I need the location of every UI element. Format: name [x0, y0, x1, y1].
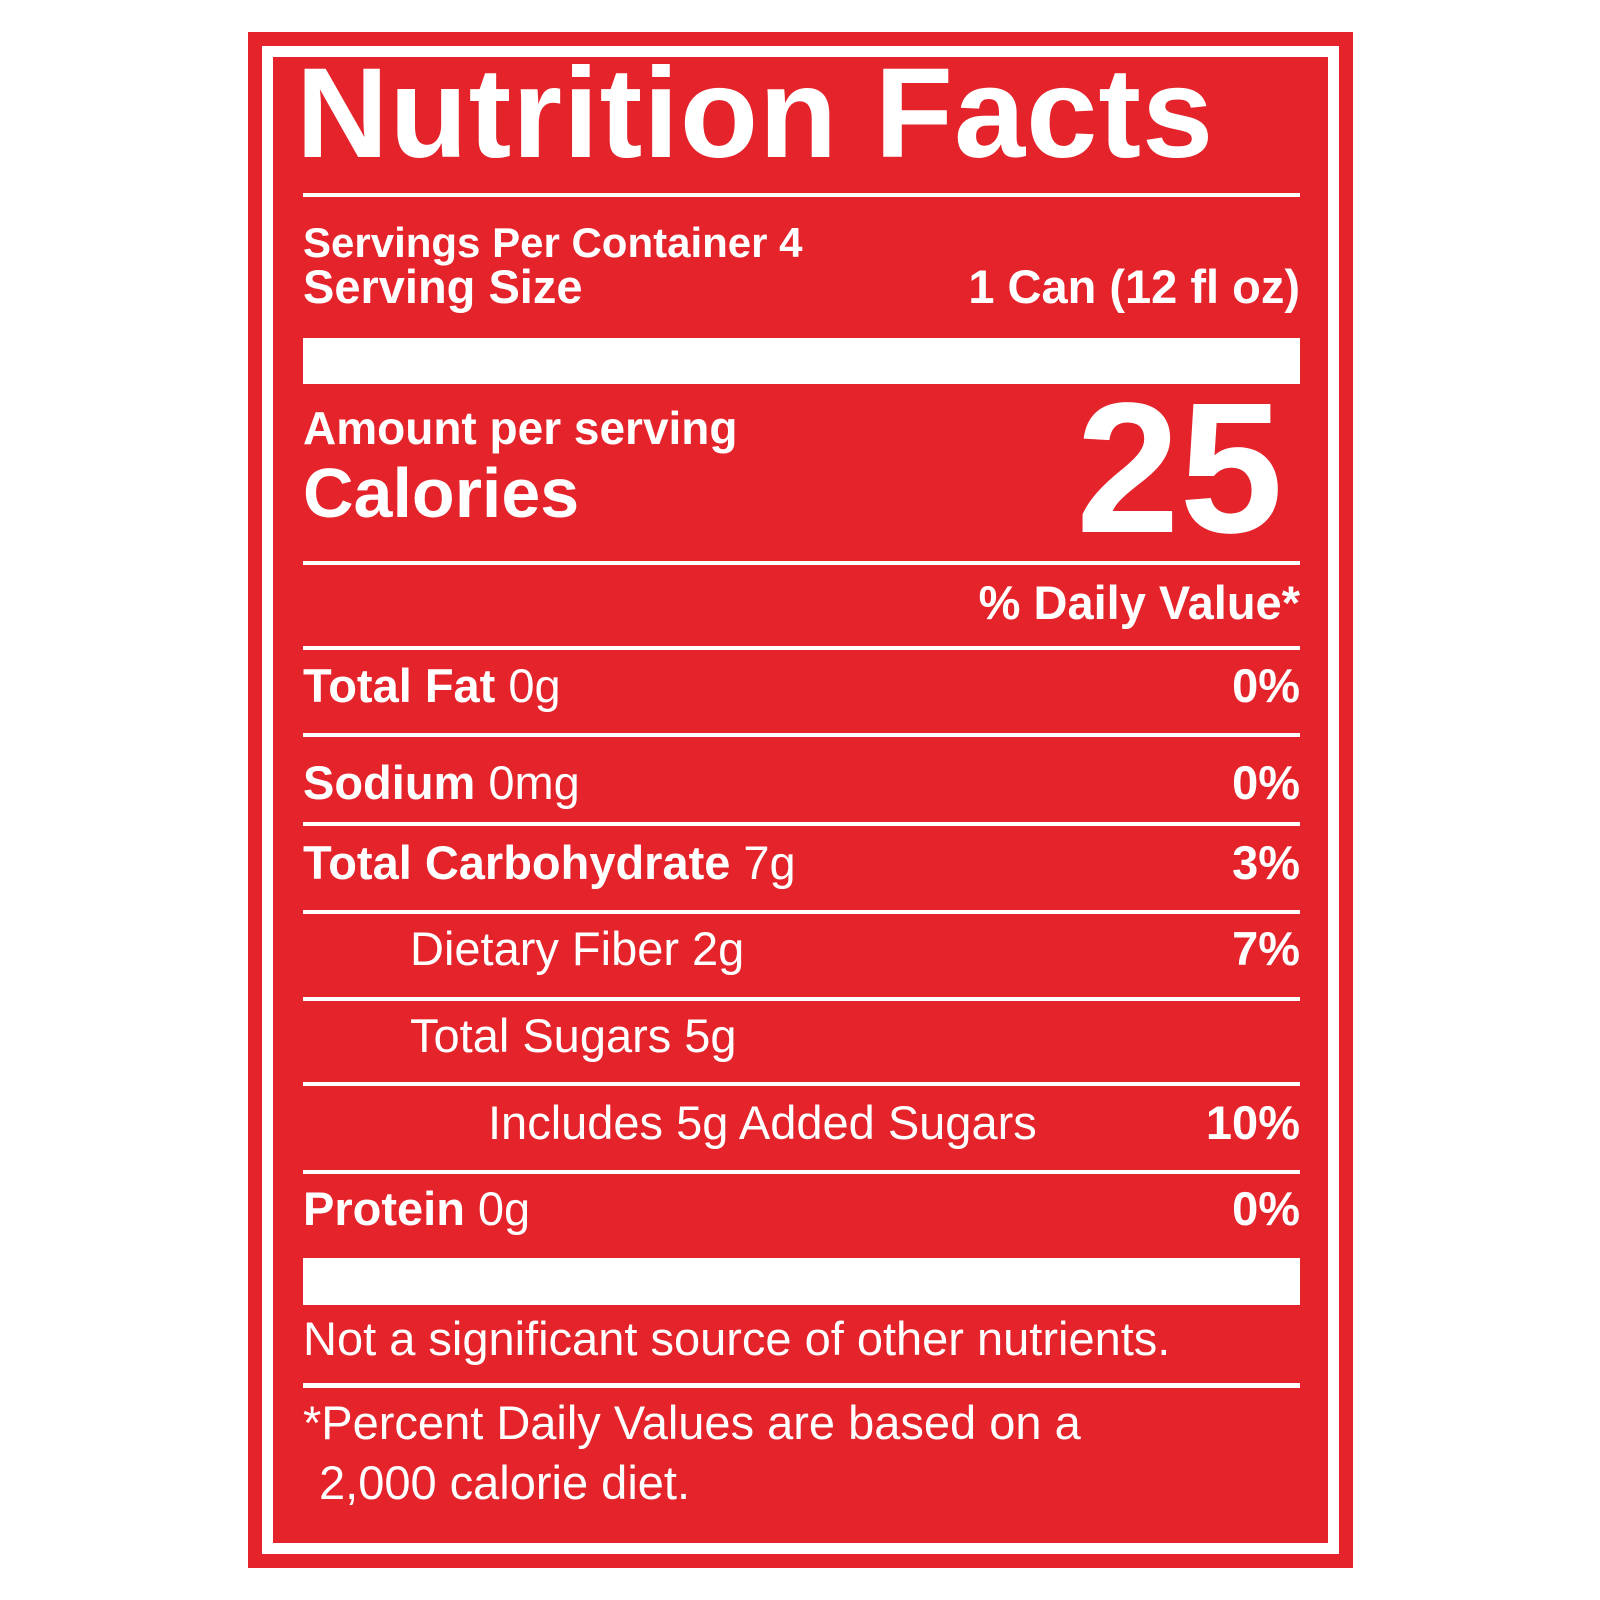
- divider: [303, 1383, 1300, 1388]
- nutrient-row-total-sugars: Total Sugars 5g: [303, 1012, 1300, 1059]
- divider: [303, 193, 1300, 197]
- divider: [303, 997, 1300, 1001]
- nutrient-name: Includes 5g Added Sugars: [488, 1096, 1037, 1149]
- footnote-line-1: *Percent Daily Values are based on a: [303, 1396, 1081, 1449]
- nutrient-name-and-amount: Sodium 0mg: [303, 759, 580, 806]
- nutrient-name-and-amount: Total Fat 0g: [303, 662, 561, 709]
- nutrient-name: Total Sugars: [410, 1009, 672, 1062]
- separator-bar-bottom: [303, 1258, 1300, 1305]
- servings-per-container: Servings Per Container 4: [303, 219, 803, 266]
- nutrition-facts-label: Nutrition Facts Servings Per Container 4…: [248, 32, 1353, 1568]
- daily-value-percent: 3%: [1232, 836, 1300, 889]
- nutrient-row-total-fat: Total Fat 0g 0%: [303, 662, 1300, 709]
- divider: [303, 646, 1300, 650]
- daily-value-percent: 7%: [1232, 922, 1300, 975]
- amount-per-serving-label: Amount per serving: [303, 402, 738, 454]
- nutrient-name-and-amount: Protein 0g: [303, 1185, 530, 1232]
- daily-value-header: % Daily Value*: [978, 576, 1300, 629]
- footnote-line-2: 2,000 calorie diet.: [319, 1456, 691, 1509]
- serving-size-row: Serving Size 1 Can (12 fl oz): [303, 263, 1300, 310]
- daily-value-percent: 0%: [1232, 1182, 1300, 1235]
- nutrient-row-sodium: Sodium 0mg 0%: [303, 759, 1300, 806]
- calories-label: Calories: [303, 454, 580, 532]
- other-nutrients-note: Not a significant source of other nutrie…: [303, 1312, 1171, 1365]
- daily-value-percent: 0%: [1232, 659, 1300, 712]
- separator-bar-top: [303, 338, 1300, 384]
- nutrient-amount: 0g: [477, 1182, 531, 1235]
- nutrient-row-added-sugars: Includes 5g Added Sugars 10%: [303, 1099, 1300, 1146]
- nutrient-amount: 5g: [684, 1009, 737, 1062]
- nutrient-name: Sodium: [303, 756, 476, 809]
- divider: [303, 910, 1300, 914]
- label-title: Nutrition Facts: [296, 42, 1215, 185]
- nutrient-row-dietary-fiber: Dietary Fiber 2g 7%: [303, 925, 1300, 972]
- divider: [303, 561, 1300, 565]
- divider: [303, 1170, 1300, 1174]
- divider: [303, 733, 1300, 737]
- nutrient-amount: 0mg: [488, 756, 580, 809]
- daily-value-percent: 10%: [1205, 1096, 1300, 1149]
- nutrient-row-total-carbohydrate: Total Carbohydrate 7g 3%: [303, 839, 1300, 886]
- calories-value: 25: [1076, 365, 1283, 572]
- nutrient-row-protein: Protein 0g 0%: [303, 1185, 1300, 1232]
- nutrient-amount: 0g: [508, 659, 561, 712]
- serving-size-label: Serving Size: [303, 260, 583, 313]
- nutrient-name-and-amount: Total Sugars 5g: [410, 1012, 737, 1059]
- divider: [303, 1082, 1300, 1086]
- nutrient-amount: 7g: [743, 836, 796, 889]
- daily-value-percent: 0%: [1232, 756, 1300, 809]
- serving-size-value: 1 Can (12 fl oz): [968, 260, 1300, 313]
- nutrient-name-and-amount: Includes 5g Added Sugars: [488, 1099, 1050, 1146]
- nutrient-name: Total Carbohydrate: [303, 836, 731, 889]
- nutrient-name-and-amount: Dietary Fiber 2g: [410, 925, 744, 972]
- nutrient-name: Protein: [303, 1182, 465, 1235]
- nutrient-name-and-amount: Total Carbohydrate 7g: [303, 839, 796, 886]
- nutrient-amount: 2g: [692, 922, 745, 975]
- divider: [303, 822, 1300, 826]
- nutrient-name: Total Fat: [303, 659, 496, 712]
- nutrient-name: Dietary Fiber: [410, 922, 680, 975]
